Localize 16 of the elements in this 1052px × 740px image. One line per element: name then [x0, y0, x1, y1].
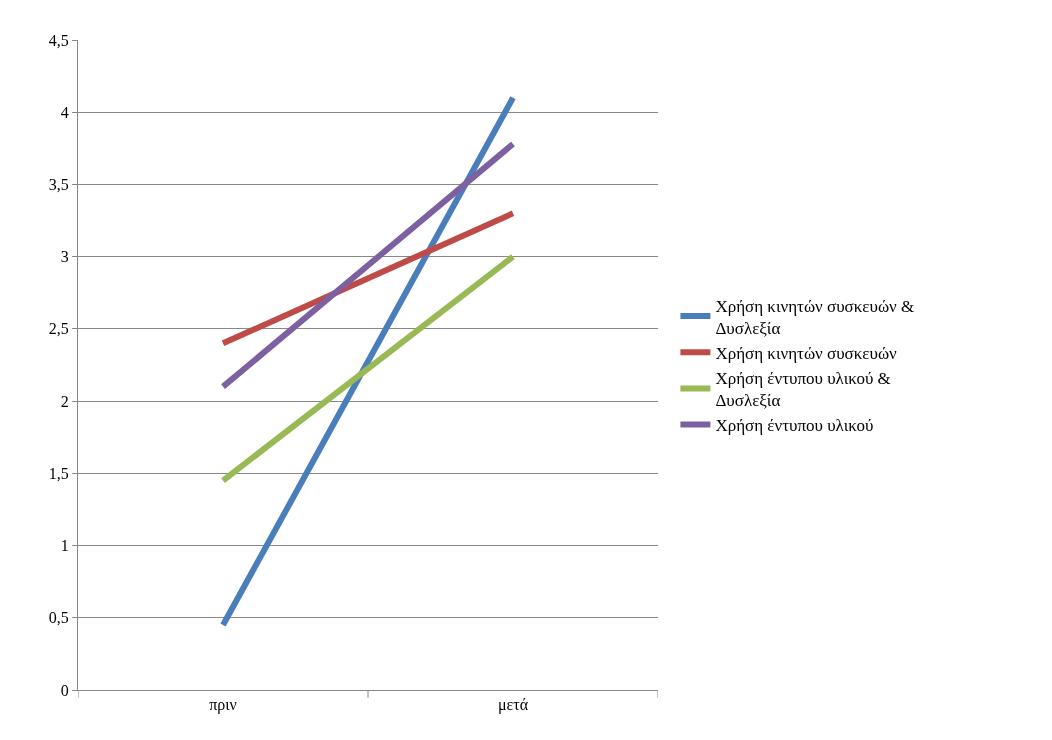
y-tick-label: 0 [60, 681, 69, 699]
y-tick-label: 1,5 [48, 464, 69, 482]
legend-label: Χρήση έντυπου υλικού [715, 416, 874, 436]
x-tick-label: μετά [497, 696, 529, 715]
legend-label: Χρήση έντυπου υλικού & Δυσλεξία [715, 368, 891, 411]
y-tick-label: 2,5 [48, 320, 69, 338]
y-tick-label: 4 [60, 103, 69, 121]
legend-label: Χρήση κινητών συσκευών & Δυσλεξία [715, 296, 915, 338]
y-tick-label: 1 [60, 537, 69, 555]
y-tick-label: 2 [60, 392, 69, 410]
y-tick-label: 3 [60, 248, 69, 266]
legend-label: Χρήση κινητών συσκευών [715, 343, 898, 363]
y-tick-label: 3,5 [48, 176, 69, 194]
x-tick-label: πριν [209, 696, 237, 715]
y-tick-label: 4,5 [48, 31, 69, 49]
y-tick-label: 0,5 [48, 609, 69, 627]
